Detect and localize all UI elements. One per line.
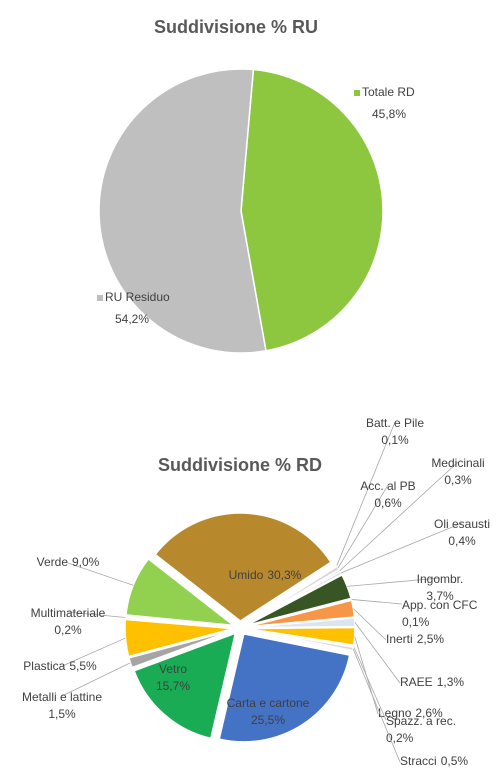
value-label: 54,2%: [115, 312, 149, 326]
category-label: Vetro: [159, 662, 187, 676]
data-label: RAEE 1,3%: [400, 675, 464, 689]
leader-line: [353, 646, 387, 721]
data-label: Legno 2,6%: [378, 706, 443, 720]
value-label: 2,6%: [415, 706, 443, 720]
category-label: Stracci: [400, 754, 437, 768]
data-label: Verde 9,0%: [37, 555, 100, 569]
value-label: 0,5%: [441, 754, 469, 768]
leader-line: [354, 622, 401, 684]
data-label: Stracci 0,5%: [400, 754, 468, 768]
category-label: Medicinali: [431, 456, 484, 470]
pie-slice: [98, 68, 267, 354]
value-label: 0,4%: [448, 534, 476, 548]
leader-line: [337, 484, 389, 569]
label-marker: [97, 295, 103, 301]
pie-slice: [240, 68, 384, 352]
pie-slice: [133, 632, 237, 740]
leader-line: [59, 637, 126, 668]
data-label: Umido 30,3%: [229, 568, 302, 582]
leader-line: [67, 562, 134, 586]
pie-slice: [245, 570, 343, 626]
leader-line: [339, 461, 459, 572]
category-label: Multimateriale: [31, 606, 106, 620]
value-label: 1,3%: [437, 675, 465, 689]
value-label: 15,7%: [156, 679, 190, 693]
leader-line: [352, 648, 401, 763]
category-label: Acc. al PB: [360, 479, 415, 493]
leader-line: [61, 662, 131, 697]
category-label: RAEE: [400, 675, 433, 689]
value-label: 3,7%: [426, 589, 454, 603]
value-label: 0,6%: [374, 496, 402, 510]
leader-line: [353, 608, 387, 641]
pie-slice: [218, 633, 351, 743]
value-label: 0,2%: [386, 731, 414, 745]
value-label: 0,1%: [381, 433, 409, 447]
value-label: 45,8%: [372, 107, 406, 121]
value-label: 9,0%: [72, 555, 100, 569]
leader-line: [340, 522, 463, 574]
value-label: 0,1%: [402, 615, 430, 629]
data-label: Plastica 5,5%: [23, 659, 97, 673]
category-label: Plastica: [23, 659, 65, 673]
chart-title: Suddivisione % RD: [158, 455, 322, 475]
category-label: Ingombr.: [417, 572, 464, 586]
category-label: Umido: [229, 568, 264, 582]
value-label: 25,5%: [251, 713, 285, 727]
value-label: 1,5%: [48, 707, 76, 721]
category-label: Spazz. a rec.: [386, 714, 456, 728]
category-label: Metalli e lattine: [22, 690, 102, 704]
pie-slice: [154, 512, 333, 622]
leader-line: [67, 611, 126, 618]
category-label: Totale RD: [362, 85, 415, 99]
data-label: Inerti 2,5%: [386, 632, 444, 646]
leader-line: [347, 577, 441, 587]
chart-title: Suddivisione % RU: [154, 17, 318, 37]
category-label: Verde: [37, 555, 69, 569]
category-label: RU Residuo: [105, 290, 170, 304]
value-label: 2,5%: [417, 632, 445, 646]
leader-line: [336, 421, 396, 566]
leader-line: [351, 599, 403, 605]
pie-slice: [124, 618, 234, 658]
pie-slice: [124, 616, 234, 629]
label-marker: [354, 90, 360, 96]
category-label: App. con CFC: [402, 598, 478, 612]
category-label: Carta e cartone: [227, 696, 310, 710]
value-label: 0,2%: [54, 623, 82, 637]
category-label: Oli esausti: [434, 517, 490, 531]
category-label: Legno: [378, 706, 412, 720]
category-label: Inerti: [386, 632, 413, 646]
category-label: Batt. e Pile: [366, 416, 424, 430]
pie-slice: [246, 599, 356, 628]
value-label: 30,3%: [267, 568, 301, 582]
value-label: 0,3%: [444, 473, 472, 487]
value-label: 5,5%: [69, 659, 97, 673]
